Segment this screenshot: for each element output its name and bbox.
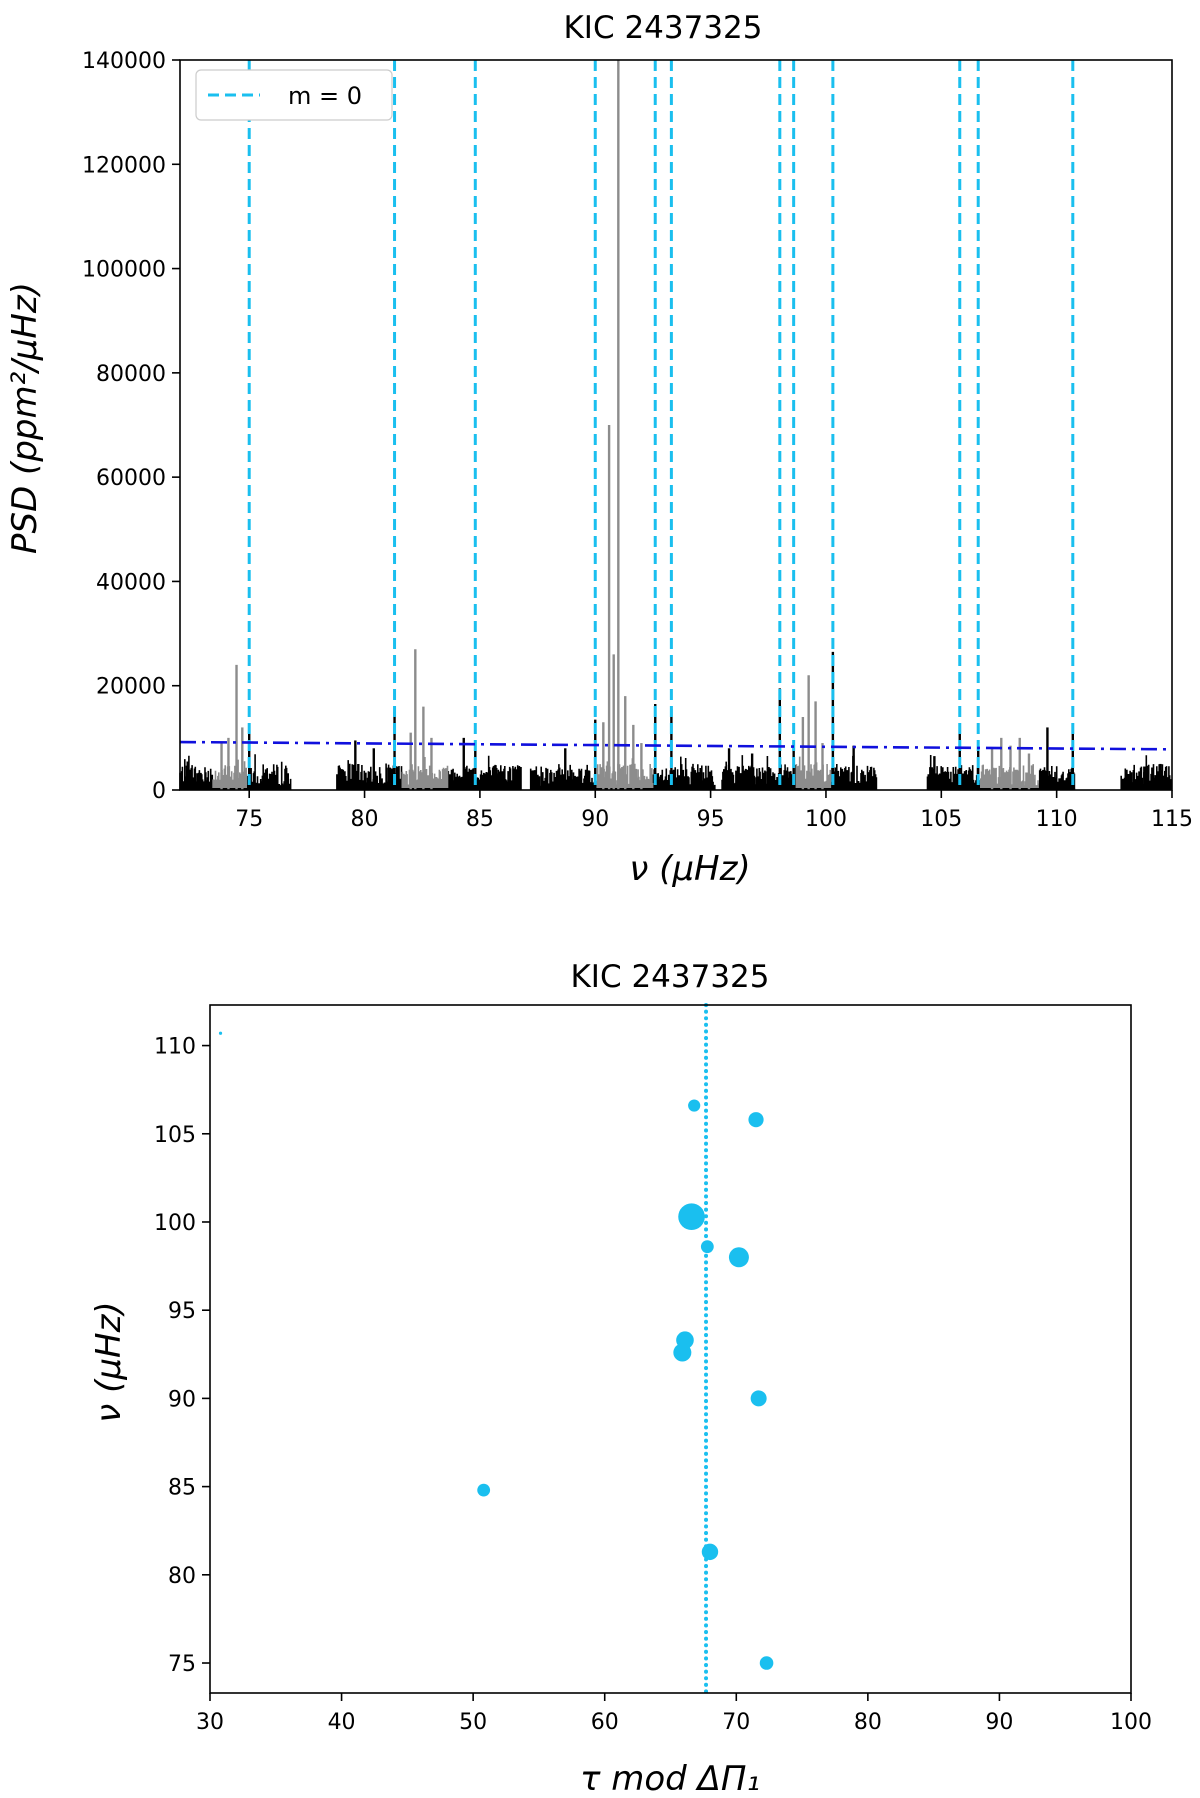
- x-tick-label: 110: [1036, 807, 1078, 832]
- scatter-point: [701, 1543, 719, 1561]
- psd-segment-5: [1120, 755, 1173, 790]
- x-tick-label: 95: [697, 807, 725, 832]
- y-tick-label: 60000: [96, 466, 166, 491]
- y-tick-label: 80000: [96, 362, 166, 387]
- spectrum-x-ticks: 75 80 85 90 95 100 105 110 115: [235, 790, 1193, 832]
- x-tick-label: 105: [920, 807, 962, 832]
- x-tick-label: 85: [466, 807, 494, 832]
- scatter-point: [218, 1031, 223, 1035]
- scatter-point: [700, 1240, 714, 1254]
- y-tick-label: 85: [168, 1476, 196, 1501]
- scatter-chart: KIC 2437325 30 40 50 60 70 80 90 100 75 80 85 90 95…: [89, 959, 1152, 1798]
- y-tick-label: 0: [152, 779, 166, 804]
- x-tick-label: 115: [1151, 807, 1193, 832]
- y-tick-label: 80: [168, 1564, 196, 1589]
- spectrum-title: KIC 2437325: [563, 10, 762, 46]
- y-tick-label: 20000: [96, 675, 166, 700]
- y-tick-label: 110: [154, 1035, 196, 1060]
- y-tick-label: 40000: [96, 570, 166, 595]
- psd-highlight-1: [401, 757, 449, 790]
- scatter-point: [748, 1112, 764, 1128]
- scatter-plot-area: [218, 1003, 774, 1695]
- scatter-point: [678, 1203, 705, 1230]
- x-tick-label: 50: [459, 1710, 487, 1735]
- y-tick-label: 75: [168, 1652, 196, 1677]
- x-tick-label: 30: [196, 1710, 224, 1735]
- scatter-x-ticks: 30 40 50 60 70 80 90 100: [196, 1693, 1152, 1735]
- scatter-point: [750, 1390, 767, 1407]
- psd-highlight-3: [795, 756, 832, 790]
- spectrum-legend: m = 0: [195, 69, 393, 121]
- y-tick-label: 100000: [82, 258, 166, 283]
- scatter-y-ticks: 75 80 85 90 95 100 105 110: [154, 1035, 210, 1677]
- scatter-point: [759, 1656, 774, 1670]
- scatter-frame: [209, 1004, 1132, 1694]
- x-tick-label: 100: [805, 807, 847, 832]
- y-tick-label: 100: [154, 1211, 196, 1236]
- x-tick-label: 90: [581, 807, 609, 832]
- x-tick-label: 75: [235, 807, 263, 832]
- spectrum-y-ticks: 0 20000 40000 60000 80000 100000 120000 140000: [82, 49, 180, 804]
- y-tick-label: 120000: [82, 153, 166, 178]
- x-tick-label: 70: [722, 1710, 750, 1735]
- x-tick-label: 80: [351, 807, 379, 832]
- spectrum-frame: [179, 59, 1173, 791]
- x-tick-label: 100: [1110, 1710, 1152, 1735]
- scatter-point: [673, 1343, 692, 1362]
- legend-m0-label: m = 0: [288, 82, 362, 110]
- y-tick-label: 90: [168, 1387, 196, 1412]
- spectrum-x-label: ν (μHz): [629, 849, 750, 889]
- scatter-point: [728, 1247, 749, 1268]
- spectrum-chart: KIC 2437325 75 80 85 90 95 100 105 110 115 0 2000…: [5, 10, 1193, 889]
- x-tick-label: 80: [854, 1710, 882, 1735]
- spectrum-plot-area: [179, 60, 1173, 790]
- threshold-line: [179, 740, 1173, 751]
- spectrum-y-label: PSD (ppm²/μHz): [5, 282, 45, 554]
- x-tick-label: 90: [985, 1710, 1013, 1735]
- psd-segment-4: [926, 755, 1076, 790]
- x-tick-label: 60: [591, 1710, 619, 1735]
- scatter-point: [688, 1099, 701, 1112]
- scatter-y-label: ν (μHz): [89, 1301, 129, 1422]
- scatter-x-label: τ mod ΔΠ₁: [580, 1759, 760, 1798]
- legend-box: [195, 69, 393, 121]
- scatter-point: [477, 1483, 491, 1497]
- scatter-title: KIC 2437325: [570, 959, 769, 995]
- y-tick-label: 140000: [82, 49, 166, 74]
- psd-segment-3: [721, 755, 878, 790]
- x-tick-label: 40: [328, 1710, 356, 1735]
- y-tick-label: 95: [168, 1299, 196, 1324]
- y-tick-label: 105: [154, 1123, 196, 1148]
